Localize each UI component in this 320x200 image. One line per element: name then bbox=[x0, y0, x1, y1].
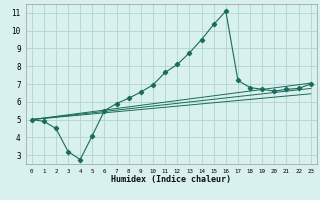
X-axis label: Humidex (Indice chaleur): Humidex (Indice chaleur) bbox=[111, 175, 231, 184]
